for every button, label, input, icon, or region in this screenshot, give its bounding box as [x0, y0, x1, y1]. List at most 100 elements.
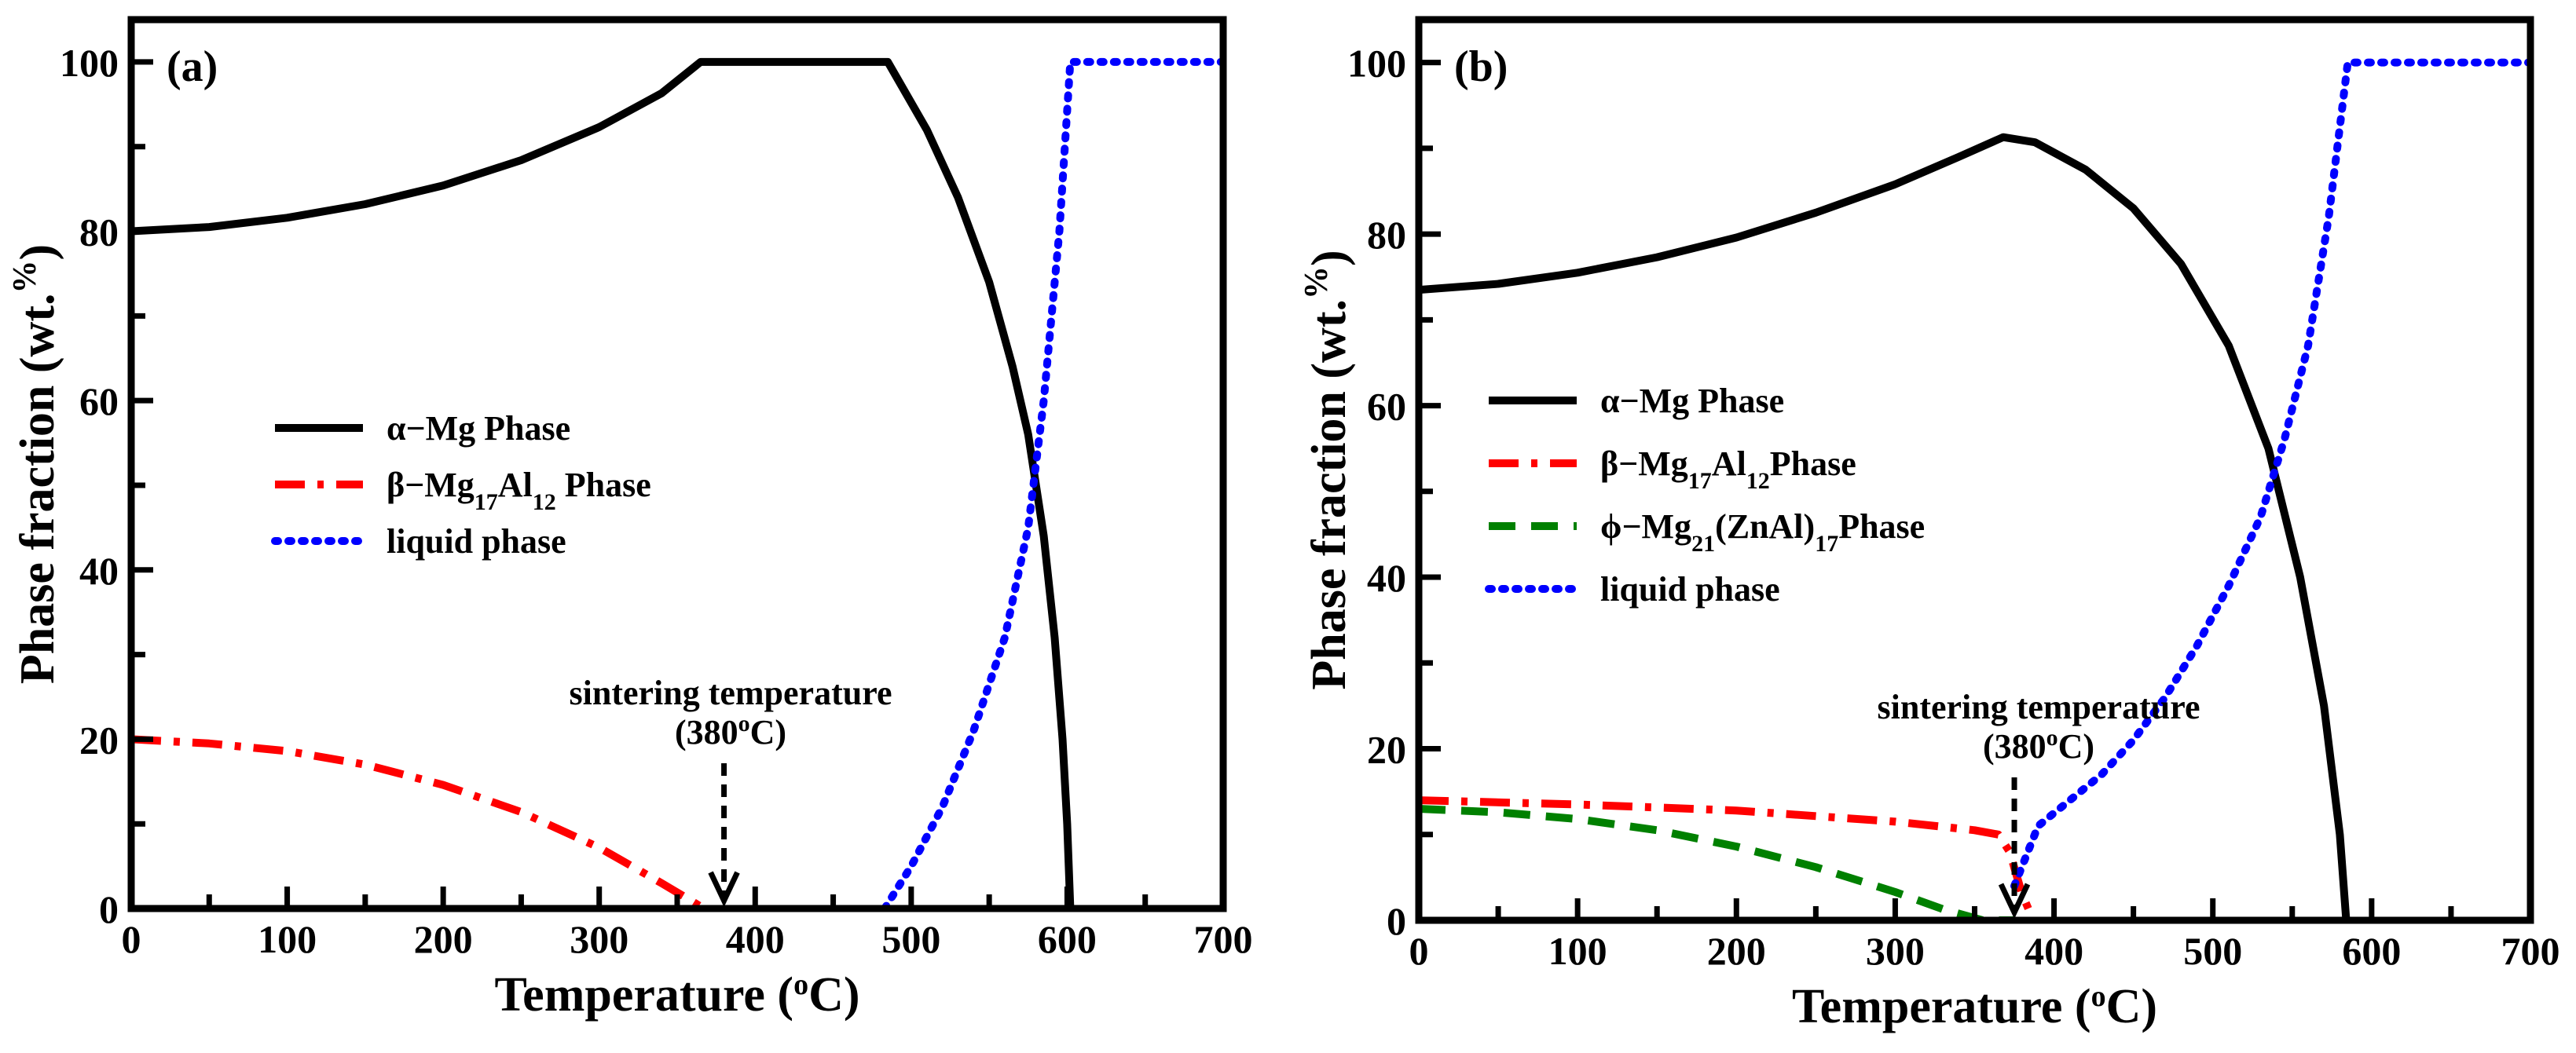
panel-2-y-tick-label: 40 — [1367, 556, 1406, 600]
panel-2-series-2-line — [1419, 796, 2037, 920]
panel-1-legend-label-3-part-1: liquid phase — [387, 522, 566, 561]
panel-2-legend: α−Mg Phaseβ−Mg17Al12Phaseϕ−Mg21(ZnAl)17P… — [1485, 382, 1925, 609]
panel-1-y-axis-title: Phase fraction (wt.%) — [7, 244, 64, 684]
panel-1-y-tick-label: 0 — [99, 887, 119, 931]
panel-2-y-tick-label: 100 — [1347, 42, 1406, 86]
panel-1-annotation-1: sintering temperature(380oC) — [570, 674, 892, 908]
panel-2-x-axis-title-main: Temperature ( — [1792, 980, 2091, 1033]
panel-2-annotation-arrow-head — [1998, 883, 2031, 920]
panel-2-legend-label-2-part-1: β−Mg — [1600, 444, 1688, 483]
panel-2-series-4-line — [2010, 58, 2530, 890]
panel-1-x-axis-title-main: Temperature ( — [495, 968, 794, 1022]
panel-2-y-axis-title-tail: ) — [1303, 250, 1356, 266]
panel-1-legend-label-1-part-1: α−Mg Phase — [387, 409, 570, 448]
panel-2-annotation-line1: sintering temperature — [1878, 688, 2200, 726]
panel-1-x-tick-label: 0 — [122, 917, 141, 961]
panel-2-annotation-line2-pre: (380 — [1983, 727, 2047, 766]
panel-2-x-axis-title-tail: C) — [2106, 980, 2157, 1033]
panel-1-x-tick-label: 400 — [726, 917, 785, 961]
panel-1-x-tick-label: 100 — [258, 917, 317, 961]
panel-1-x-tick-label: 300 — [570, 917, 628, 961]
panel-2-annotation-line2-post: C) — [2058, 727, 2094, 766]
panel-2-label: (b) — [1454, 42, 1508, 91]
panel-1-label: (a) — [167, 42, 218, 91]
chart-panel-2: 0 100 200 300 400 500 600 700 0 20 40 60 80 100 Temper… — [1299, 16, 2560, 1033]
panel-2-series — [1419, 58, 2530, 920]
panel-1-x-tick-label: 200 — [414, 917, 473, 961]
panel-2-y-axis-title: Phase fraction (wt.%) — [1299, 250, 1356, 689]
panel-1-x-axis-title-sup: o — [793, 968, 808, 1001]
panel-2-x-tick-label: 600 — [2342, 929, 2401, 973]
panel-2-legend-label-3-part-1: ϕ−Mg — [1600, 507, 1691, 546]
panel-1-series — [131, 57, 1223, 909]
panel-1-y-axis-title-main: Phase fraction (wt. — [11, 294, 64, 685]
panel-1-legend-label-1: α−Mg Phase — [387, 409, 570, 448]
panel-2-legend-label-4-part-1: liquid phase — [1600, 570, 1780, 609]
panel-2-y-tick-label: 20 — [1367, 728, 1406, 772]
panel-1-series-3-line — [881, 57, 1223, 909]
panel-1-legend-label-2-part-5: Phase — [556, 466, 651, 504]
panel-1-x-axis-title-tail: C) — [808, 968, 859, 1022]
panel-1-series-2-line — [131, 735, 706, 909]
panel-2-y-tick-label: 80 — [1367, 213, 1406, 257]
panel-1-y-tick-label: 60 — [79, 379, 119, 423]
panel-2-legend-label-2-part-4: 12 — [1746, 468, 1770, 494]
panel-1-y-tick-label: 80 — [79, 210, 119, 254]
panel-2-legend-label-3: ϕ−Mg21(ZnAl)17Phase — [1600, 507, 1925, 557]
panel-1-legend-label-2: β−Mg17Al12 Phase — [387, 466, 651, 515]
panel-1-legend-label-2-part-2: 17 — [475, 489, 498, 515]
panel-1-legend-label-2-part-4: 12 — [533, 489, 556, 515]
panel-1-x-tick-label: 600 — [1038, 917, 1097, 961]
panel-2-legend-label-3-part-5: Phase — [1838, 507, 1925, 546]
panel-1-annotation-line2-sup: o — [738, 711, 750, 737]
panel-1-y-tick-label: 100 — [60, 41, 119, 85]
panel-2-legend-label-1: α−Mg Phase — [1600, 382, 1784, 420]
panel-2-x-tick-label: 0 — [1409, 929, 1429, 973]
panel-1-annotation-line2-pre: (380 — [675, 713, 738, 751]
panel-2-y-axis-title-main: Phase fraction (wt. — [1303, 299, 1356, 690]
panel-2-x-tick-label: 500 — [2183, 929, 2242, 973]
panel-1-legend-label-2-part-3: Al — [498, 466, 533, 504]
panel-1-y-tick-label: 40 — [79, 549, 119, 593]
panel-1-y-axis-title-sup: % — [7, 261, 43, 294]
panel-2-annotation-1: sintering temperature(380oC) — [1878, 688, 2200, 920]
panel-1-y-tick-label: 20 — [79, 718, 119, 762]
panel-2-legend-label-2: β−Mg17Al12Phase — [1600, 444, 1856, 494]
panel-1-x-tick-label: 700 — [1194, 917, 1253, 961]
panel-2-frame — [1415, 16, 2534, 924]
panel-1-annotation-arrow-head — [708, 871, 740, 908]
panel-1-legend-label-2-part-1: β−Mg — [387, 466, 475, 504]
panel-2-legend-label-2-part-3: Al — [1712, 444, 1746, 483]
panel-2-x-axis-title: Temperature (oC) — [1792, 980, 2157, 1033]
panel-1-y-axis-title-tail: ) — [11, 244, 64, 261]
panel-2-annotation-line2: (380oC) — [1983, 725, 2094, 766]
panel-1-x-axis-title: Temperature (oC) — [495, 968, 860, 1022]
panel-2-legend-label-4: liquid phase — [1600, 570, 1780, 609]
panel-1-frame — [127, 16, 1227, 912]
chart-panel-1: 0 100 200 300 400 500 600 700 0 20 40 60 80 100 Temper… — [7, 16, 1253, 1022]
panel-2-series-3-line — [1419, 805, 2014, 920]
panel-2-x-tick-label: 700 — [2501, 929, 2560, 973]
panel-2-y-axis-title-sup: % — [1299, 266, 1335, 299]
panel-2-x-tick-label: 300 — [1866, 929, 1925, 973]
panel-1-x-tick-label: 500 — [881, 917, 940, 961]
panel-2-series-1-line — [1419, 133, 2351, 920]
panel-2-x-axis-title-sup: o — [2091, 980, 2106, 1013]
panel-1-series-1-line — [131, 57, 1075, 909]
panel-2-y-tick-label: 0 — [1387, 899, 1406, 943]
panel-2-legend-label-3-part-4: 17 — [1815, 531, 1838, 557]
panel-2-y-tick-label: 60 — [1367, 385, 1406, 429]
panel-1-annotation-line2: (380oC) — [675, 711, 786, 752]
panel-1-annotation-line2-post: C) — [750, 713, 786, 751]
panel-2-legend-label-1-part-1: α−Mg Phase — [1600, 382, 1784, 420]
panel-1-annotation-line1: sintering temperature — [570, 674, 892, 712]
panel-1-legend-label-3: liquid phase — [387, 522, 566, 561]
panel-2-legend-label-2-part-2: 17 — [1688, 468, 1712, 494]
panel-2-legend-label-2-part-5: Phase — [1770, 444, 1856, 483]
panel-2-annotation-line2-sup: o — [2047, 725, 2058, 751]
panel-2-x-tick-label: 200 — [1707, 929, 1766, 973]
panel-2-legend-label-3-part-3: (ZnAl) — [1715, 507, 1815, 546]
panel-2-x-tick-label: 400 — [2025, 929, 2083, 973]
panel-2-x-tick-label: 100 — [1548, 929, 1607, 973]
